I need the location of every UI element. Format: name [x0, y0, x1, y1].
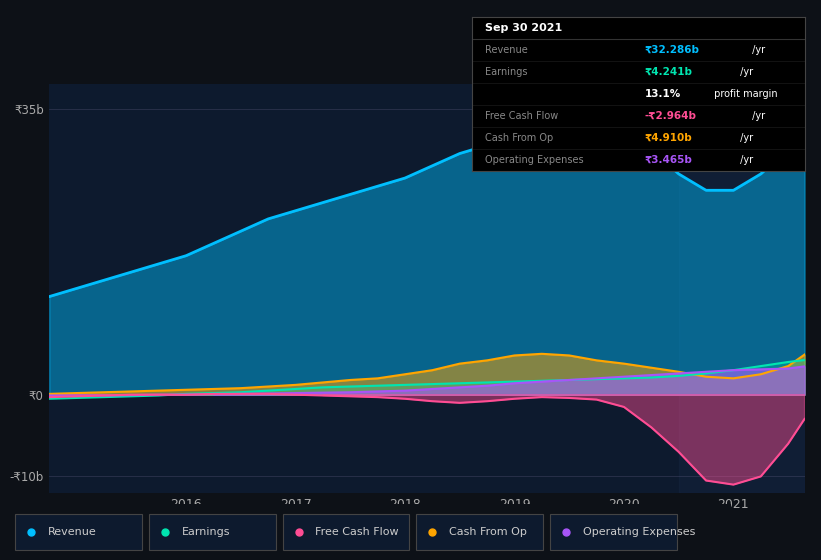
Text: -₹2.964b: -₹2.964b [645, 111, 697, 121]
Text: Operating Expenses: Operating Expenses [583, 527, 695, 536]
Text: /yr: /yr [750, 111, 765, 121]
Text: /yr: /yr [736, 133, 753, 143]
Text: 13.1%: 13.1% [645, 89, 681, 99]
Text: Revenue: Revenue [48, 527, 97, 536]
Text: /yr: /yr [750, 45, 765, 55]
Text: Operating Expenses: Operating Expenses [485, 155, 584, 165]
Text: /yr: /yr [736, 67, 753, 77]
Text: Cash From Op: Cash From Op [485, 133, 553, 143]
Text: Sep 30 2021: Sep 30 2021 [485, 23, 562, 33]
FancyBboxPatch shape [416, 514, 543, 550]
FancyBboxPatch shape [16, 514, 142, 550]
Text: Earnings: Earnings [485, 67, 528, 77]
FancyBboxPatch shape [550, 514, 677, 550]
Text: Free Cash Flow: Free Cash Flow [485, 111, 558, 121]
Text: Cash From Op: Cash From Op [449, 527, 527, 536]
Text: Free Cash Flow: Free Cash Flow [315, 527, 399, 536]
Text: ₹32.286b: ₹32.286b [645, 45, 700, 55]
FancyBboxPatch shape [149, 514, 276, 550]
Text: /yr: /yr [736, 155, 753, 165]
Text: Earnings: Earnings [181, 527, 230, 536]
Bar [679, 84, 805, 493]
Text: Revenue: Revenue [485, 45, 528, 55]
Text: profit margin: profit margin [712, 89, 778, 99]
Text: ₹3.465b: ₹3.465b [645, 155, 693, 165]
Text: ₹4.241b: ₹4.241b [645, 67, 693, 77]
FancyBboxPatch shape [282, 514, 409, 550]
Text: ₹4.910b: ₹4.910b [645, 133, 693, 143]
